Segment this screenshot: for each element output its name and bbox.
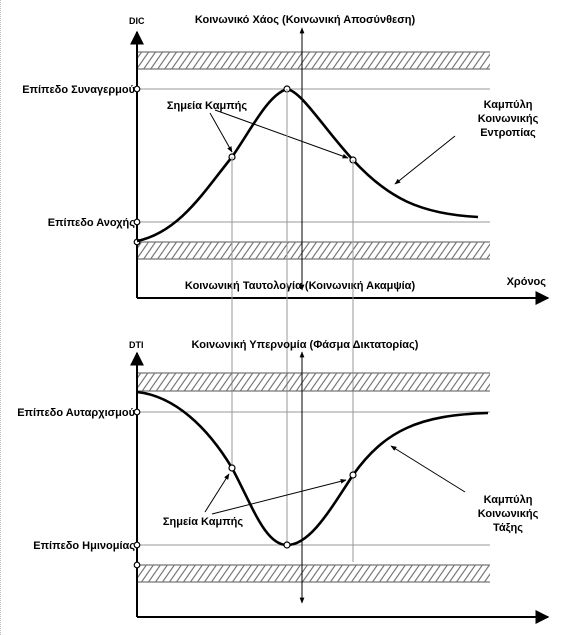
bottom-inflection-label: Σημεία Καμπής xyxy=(163,516,243,528)
bottom-trough-point xyxy=(283,541,291,549)
bottom-curve-label-line-3: Τάξης xyxy=(493,522,523,534)
bottom-level-low-label: Επίπεδο Ημινομίας xyxy=(33,540,135,552)
top-curve-label-arrow xyxy=(394,135,456,185)
bottom-level-high-label: Επίπεδο Αυταρχισμού xyxy=(17,407,135,419)
top-y-axis-label: DIC xyxy=(129,16,145,26)
bottom-curve-label-line-1: Καμπύλη xyxy=(484,494,533,506)
guide-lines xyxy=(231,89,354,562)
top-lower-hatch-band xyxy=(137,242,490,259)
top-inflection-arrow-2 xyxy=(214,109,349,159)
top-title-bottom: Κοινωνική Ταυτολογία (Κοινωνική Ακαμψία) xyxy=(185,280,416,292)
top-level-low-label: Επίπεδο Ανοχής xyxy=(48,217,136,229)
bottom-inflection-arrow-1 xyxy=(204,473,230,513)
top-curve-label-line-1: Καμπύλη xyxy=(484,99,533,111)
top-upper-hatch-band xyxy=(137,52,490,69)
bottom-inflection-point-1 xyxy=(228,464,236,472)
bottom-origin-marker xyxy=(133,561,141,569)
top-diagram: DIC Κοινωνικό Χάος (Κοινωνική Αποσύνθεση… xyxy=(22,14,550,305)
bottom-inflection-point-2 xyxy=(349,471,357,479)
top-level-high-label: Επίπεδο Συναγερμού xyxy=(22,84,135,96)
top-curve-label-line-3: Εντροπίας xyxy=(480,127,536,139)
bottom-inflection-arrow-2 xyxy=(211,479,347,515)
top-inflection-arrow-1 xyxy=(209,112,233,153)
bottom-title-top: Κοινωνική Υπερνομία (Φάσμα Δικτατορίας) xyxy=(192,339,419,351)
bottom-upper-hatch-band xyxy=(137,373,490,391)
x-axis-label: Χρόνος xyxy=(507,276,547,288)
top-title-top: Κοινωνικό Χάος (Κοινωνική Αποσύνθεση) xyxy=(195,14,416,26)
top-level-high-marker xyxy=(133,85,141,93)
top-inflection-label: Σημεία Καμπής xyxy=(167,100,247,112)
bottom-y-axis-label: DTI xyxy=(129,340,144,350)
bottom-lower-hatch-band xyxy=(137,565,490,582)
bottom-curve-label-line-2: Κοινωνικής xyxy=(478,508,539,520)
bottom-curve-label-arrow xyxy=(390,445,466,493)
top-level-low-marker xyxy=(133,218,141,226)
bottom-level-high-marker xyxy=(133,408,141,416)
top-curve-label-line-2: Κοινωνικής xyxy=(478,113,539,125)
bottom-level-low-marker xyxy=(133,541,141,549)
bottom-diagram: DTI Κοινωνική Υπερνομία (Φάσμα Δικτατορί… xyxy=(17,339,550,624)
